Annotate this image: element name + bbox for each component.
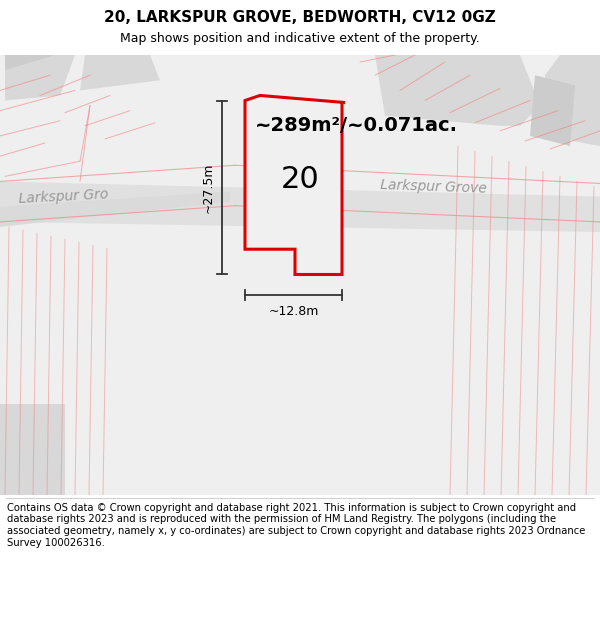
Text: ~27.5m: ~27.5m xyxy=(202,162,215,212)
Text: Map shows position and indicative extent of the property.: Map shows position and indicative extent… xyxy=(120,32,480,45)
Polygon shape xyxy=(5,55,55,70)
Text: ~289m²/~0.071ac.: ~289m²/~0.071ac. xyxy=(255,116,458,135)
Text: Larkspur Gro: Larkspur Gro xyxy=(18,188,109,206)
Polygon shape xyxy=(545,55,600,146)
Polygon shape xyxy=(530,75,575,146)
Polygon shape xyxy=(0,55,600,495)
Polygon shape xyxy=(0,404,65,495)
Polygon shape xyxy=(0,191,230,227)
Text: Contains OS data © Crown copyright and database right 2021. This information is : Contains OS data © Crown copyright and d… xyxy=(7,503,586,548)
Text: 20, LARKSPUR GROVE, BEDWORTH, CV12 0GZ: 20, LARKSPUR GROVE, BEDWORTH, CV12 0GZ xyxy=(104,10,496,25)
Polygon shape xyxy=(375,55,540,126)
Text: Larkspur Grove: Larkspur Grove xyxy=(380,177,487,196)
Text: 20: 20 xyxy=(281,165,319,194)
Polygon shape xyxy=(5,55,75,101)
Polygon shape xyxy=(80,55,160,91)
Polygon shape xyxy=(245,96,345,274)
Text: ~12.8m: ~12.8m xyxy=(268,305,319,318)
Polygon shape xyxy=(0,181,600,232)
